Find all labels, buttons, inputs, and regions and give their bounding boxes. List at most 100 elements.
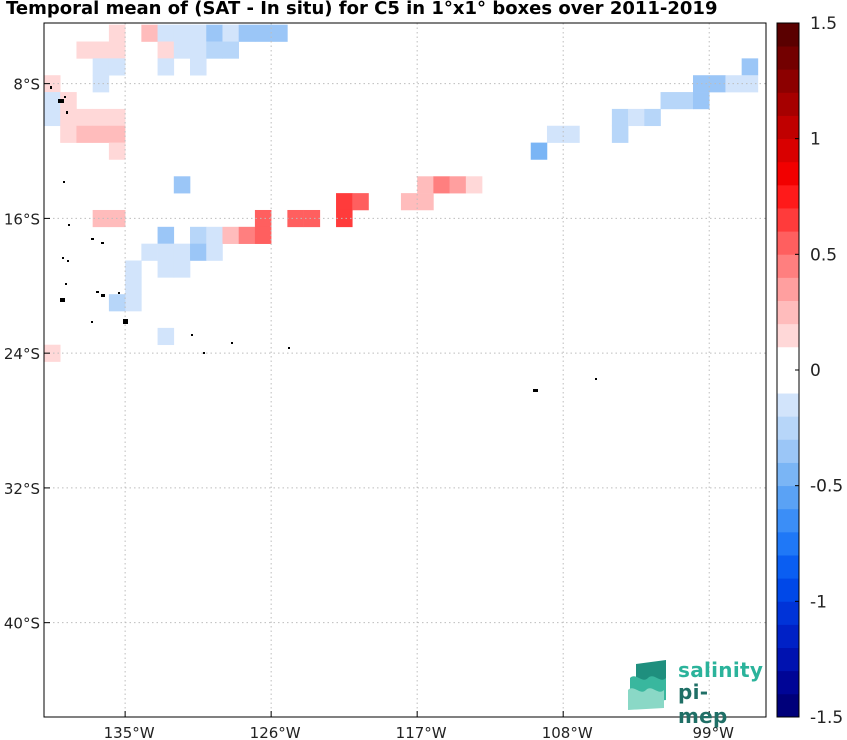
island	[96, 291, 99, 293]
data-cell	[741, 75, 759, 93]
island	[50, 86, 52, 89]
data-cell	[157, 327, 175, 346]
colorbar-band	[777, 69, 799, 93]
colorbar-tick-label: -1	[810, 592, 827, 612]
colorbar-band	[777, 370, 799, 394]
data-cell	[92, 75, 110, 93]
data-cell	[157, 24, 175, 42]
data-cell	[157, 226, 175, 244]
data-cell	[190, 24, 207, 42]
x-tick-label: 117°W	[396, 724, 447, 740]
x-tick-label: 99°W	[693, 724, 735, 740]
colorbar-band	[777, 323, 799, 348]
colorbar-band	[777, 208, 799, 232]
data-cell	[206, 243, 223, 261]
colorbar-band	[777, 670, 799, 695]
islands	[50, 86, 597, 392]
data-cell	[206, 41, 223, 59]
island	[203, 352, 205, 354]
colorbar-band	[777, 439, 799, 463]
colorbar-tick-label: 0	[810, 361, 821, 381]
island	[62, 257, 64, 259]
y-tick-label: 24°S	[4, 345, 40, 363]
island	[68, 224, 70, 226]
x-tick-label: 135°W	[104, 724, 155, 740]
data-cell	[222, 24, 239, 42]
island	[533, 389, 538, 392]
x-tick-label: 108°W	[542, 724, 593, 740]
colorbar-band	[777, 693, 799, 718]
colorbar-band	[777, 231, 799, 255]
colorbar-band	[777, 138, 799, 163]
data-cell	[141, 24, 158, 42]
data-cell	[125, 260, 142, 278]
data-cell	[173, 243, 191, 261]
data-cell	[709, 75, 726, 93]
colorbar-tick-label: 1	[810, 130, 821, 150]
data-cell	[287, 209, 304, 228]
plot-frame	[43, 22, 767, 718]
data-cell	[692, 92, 710, 110]
data-cell	[157, 58, 175, 76]
island	[91, 321, 93, 323]
data-cell	[108, 108, 126, 127]
data-cell	[206, 24, 223, 42]
data-cell	[141, 243, 158, 261]
island	[58, 99, 64, 103]
data-cell	[92, 125, 110, 143]
data-cell	[157, 41, 175, 59]
data-cell	[190, 41, 207, 59]
data-cell	[108, 125, 126, 143]
colorbar-band	[777, 115, 799, 140]
data-cell	[222, 226, 239, 244]
colorbar-tick-label: -1.5	[810, 708, 843, 728]
data-cell	[400, 193, 418, 211]
data-cell	[254, 209, 272, 228]
data-cell	[741, 58, 759, 76]
data-cell	[44, 75, 61, 93]
data-cell	[190, 226, 207, 244]
data-cell	[108, 41, 126, 59]
colorbar-band	[777, 508, 799, 533]
colorbar-band	[777, 346, 799, 371]
island	[288, 347, 290, 349]
data-cell	[676, 92, 694, 110]
colorbar-band	[777, 624, 799, 648]
colorbar-tick-label: 1.5	[810, 14, 837, 34]
data-cell	[173, 260, 191, 278]
data-cell	[76, 108, 93, 127]
data-cell	[644, 108, 661, 127]
island	[595, 378, 597, 380]
colorbar-band	[777, 184, 799, 209]
data-cells	[44, 24, 759, 362]
data-cell	[173, 24, 191, 42]
chart-title: Temporal mean of (SAT - In situ) for C5 …	[6, 0, 718, 19]
y-axis: 8°S 16°S 24°S 32°S 40°S	[4, 76, 50, 633]
y-tick-label: 8°S	[13, 76, 40, 94]
data-cell	[108, 58, 126, 76]
wave-icon	[628, 660, 666, 710]
colorbar-band	[777, 578, 799, 602]
data-cell	[125, 277, 142, 295]
island	[118, 292, 120, 294]
data-cell	[173, 176, 191, 194]
data-cell	[449, 176, 467, 194]
y-tick-label: 40°S	[4, 615, 40, 633]
data-cell	[352, 193, 369, 211]
data-cell	[76, 125, 93, 143]
island	[60, 298, 65, 302]
data-cell	[660, 92, 678, 110]
colorbar-tick-label: 0.5	[810, 245, 837, 265]
colorbar: 1.5 1 0.5 0 -0.5 -1 -1.5	[776, 14, 843, 728]
x-tick-label: 126°W	[250, 724, 301, 740]
data-cell	[76, 41, 93, 59]
data-cell	[157, 243, 175, 261]
data-cell	[92, 58, 110, 76]
data-cell	[254, 226, 272, 244]
data-cell	[157, 260, 175, 278]
colorbar-band	[777, 300, 799, 325]
data-cell	[190, 58, 207, 76]
island	[101, 242, 104, 244]
data-cell	[60, 108, 77, 127]
